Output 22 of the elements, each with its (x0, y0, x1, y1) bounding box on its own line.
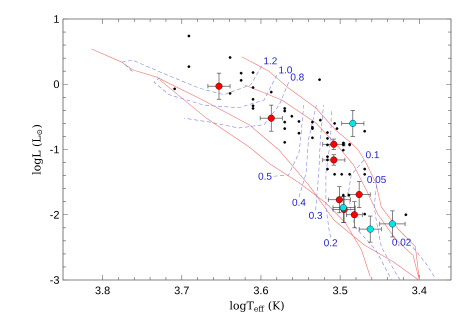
series-label: 0.5 (258, 172, 272, 180)
x-tick-label: 3.5 (332, 286, 348, 294)
y-tick-label: -3 (50, 276, 59, 284)
series-label: 0.1 (366, 151, 379, 158)
series-label: 0.05 (367, 176, 386, 184)
series-label: 1.0 (279, 66, 292, 74)
series-label: 0.02 (392, 238, 411, 246)
y-tick-label: 0 (54, 80, 60, 88)
x-tick-label: 3.8 (95, 286, 110, 294)
y-tick-label: 1 (54, 15, 59, 23)
y-tick-label: -1 (50, 146, 59, 154)
x-tick-label: 3.4 (412, 286, 427, 294)
x-axis-title: logT$_{eff}$ (K) (230, 301, 284, 312)
series-label: 0.2 (324, 239, 338, 246)
series-label: 0.4 (292, 198, 306, 206)
series-label: 0.8 (290, 74, 304, 81)
series-label: 1.2 (264, 57, 277, 64)
y-tick-label: -2 (50, 210, 59, 219)
x-tick-label: 3.7 (174, 286, 189, 294)
series-label: 0.3 (309, 212, 322, 219)
x-tick-label: 3.6 (254, 286, 268, 294)
y-axis-title: logL (L$_{⊙}$) (32, 125, 43, 175)
